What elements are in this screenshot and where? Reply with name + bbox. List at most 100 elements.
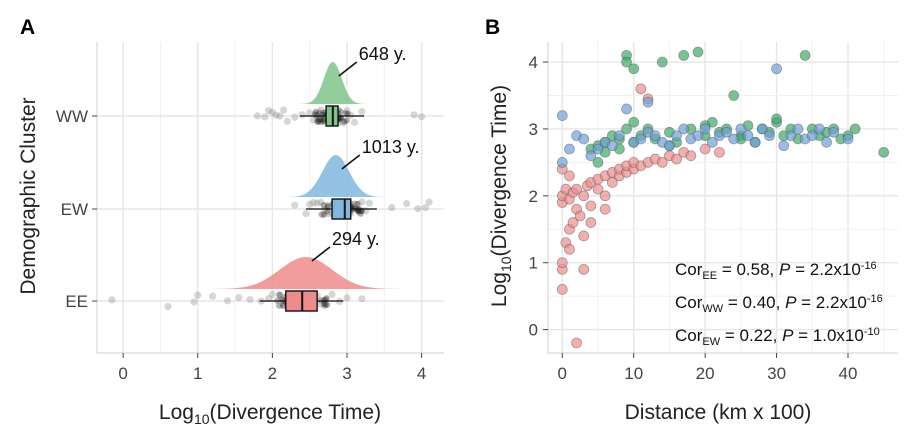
scatter-point xyxy=(621,56,632,68)
scatter-point xyxy=(578,263,590,275)
rain-point xyxy=(320,202,327,209)
rain-point xyxy=(194,291,202,299)
rain-point xyxy=(261,113,269,121)
panel-a-y-tick-label: WW xyxy=(56,107,88,126)
scatter-point xyxy=(564,143,575,155)
rain-point xyxy=(337,108,344,115)
panel-b-x-tick-label: 0 xyxy=(558,364,567,383)
scatter-point xyxy=(771,63,782,75)
rain-point xyxy=(355,208,363,215)
rain-point xyxy=(268,108,276,117)
scatter-point xyxy=(556,110,568,121)
scatter-point xyxy=(735,123,747,135)
raincloud-ww: 648 y. xyxy=(97,44,430,127)
scatter-point xyxy=(792,123,804,135)
rain-point xyxy=(341,118,348,125)
scatter-point xyxy=(614,130,625,142)
scatter-point xyxy=(621,103,632,115)
rain-point xyxy=(323,301,331,308)
panel-b-y-tick-label: 0 xyxy=(529,321,538,340)
rain-point xyxy=(342,109,349,117)
rain-point xyxy=(302,210,310,218)
annotation-leader xyxy=(341,154,361,170)
scatter-point xyxy=(556,156,568,168)
scatter-point xyxy=(635,133,647,145)
scatter-point xyxy=(556,257,568,269)
rain-point xyxy=(321,297,328,304)
scatter-point xyxy=(628,63,640,75)
rain-point xyxy=(354,200,362,208)
annotation-leader xyxy=(338,61,358,77)
rain-point xyxy=(279,106,288,114)
panel-b-y-axis-title: Log10(Divergence Time) xyxy=(488,85,514,307)
correlation-stat: CorWW = 0.40, P = 2.2x10-16 xyxy=(675,293,883,315)
panel-a-clouds: 648 y. 1013 y. 294 y. xyxy=(97,44,433,312)
rain-point xyxy=(190,298,198,306)
rain-point xyxy=(358,295,366,303)
scatter-point xyxy=(721,126,732,138)
scatter-point xyxy=(785,130,797,142)
panel-b-y-tick-label: 2 xyxy=(529,187,538,206)
panel-a-x-tick-label: 3 xyxy=(342,364,351,383)
density-cloud xyxy=(97,62,430,104)
rain-point xyxy=(318,211,325,218)
rain-point xyxy=(306,109,314,117)
series-ew xyxy=(556,63,854,168)
rain-point xyxy=(246,296,254,304)
panel-a: A 648 y. 1013 y. 294 y. 0 1 2 3 4 WW EW EE Log10(… xyxy=(17,16,444,427)
scatter-point xyxy=(664,140,675,152)
rain-point xyxy=(223,297,232,305)
scatter-point xyxy=(564,170,575,182)
rain-point xyxy=(339,118,347,127)
scatter-point xyxy=(649,130,661,142)
rain-point xyxy=(328,290,336,299)
scatter-point xyxy=(571,183,582,195)
panel-b-y-tick-label: 3 xyxy=(529,120,538,139)
rain-point xyxy=(291,113,299,121)
scatter-point xyxy=(699,143,711,155)
rain-point xyxy=(235,293,243,302)
rain-point xyxy=(324,202,331,209)
panel-b-stats: CorEE = 0.58, P = 2.2x10-16 CorWW = 0.40,… xyxy=(675,260,883,348)
panel-b-x-tick-label: 30 xyxy=(767,364,786,383)
rain-point xyxy=(265,107,273,115)
scatter-point xyxy=(671,153,682,165)
annotation-label: 1013 y. xyxy=(362,137,420,157)
scatter-point xyxy=(678,49,690,61)
scatter-point xyxy=(599,203,611,215)
panel-a-y-tick-label: EE xyxy=(65,292,88,311)
rain-point xyxy=(343,294,351,302)
scatter-point xyxy=(764,130,775,142)
rain-point xyxy=(357,210,364,217)
raincloud-ew: 1013 y. xyxy=(97,137,433,220)
scatter-point xyxy=(621,123,632,135)
density-cloud xyxy=(97,155,430,197)
rain-point xyxy=(309,198,318,207)
density-cloud xyxy=(97,257,430,289)
scatter-point xyxy=(806,130,818,142)
rain-point xyxy=(365,199,373,207)
rain-point xyxy=(354,206,362,214)
panel-a-plot-area xyxy=(97,42,444,353)
correlation-stat: CorEE = 0.58, P = 2.2x10-16 xyxy=(675,260,877,282)
rain-point xyxy=(312,108,319,116)
rain-point xyxy=(291,201,299,209)
panel-b-y-tick-label: 1 xyxy=(529,254,538,273)
rain-point xyxy=(314,118,322,126)
scatter-point xyxy=(628,116,640,128)
rain-point xyxy=(276,291,284,299)
rain-point xyxy=(323,295,330,302)
panel-b-grid xyxy=(547,42,898,354)
rain-point xyxy=(319,117,327,124)
rain-point xyxy=(347,111,355,119)
scatter-point xyxy=(592,156,604,168)
scatter-point xyxy=(635,83,647,95)
panel-a-label: A xyxy=(20,16,35,39)
rain-point xyxy=(306,200,314,208)
rain-point xyxy=(276,291,283,299)
panel-b-x-axis-title: Distance (km x 100) xyxy=(625,401,812,424)
panel-b: B 0 10 20 30 40 0 1 2 3 4 Distance (km x 100) Log… xyxy=(485,16,898,424)
rain-point xyxy=(320,300,328,308)
scatter-point xyxy=(728,133,740,145)
